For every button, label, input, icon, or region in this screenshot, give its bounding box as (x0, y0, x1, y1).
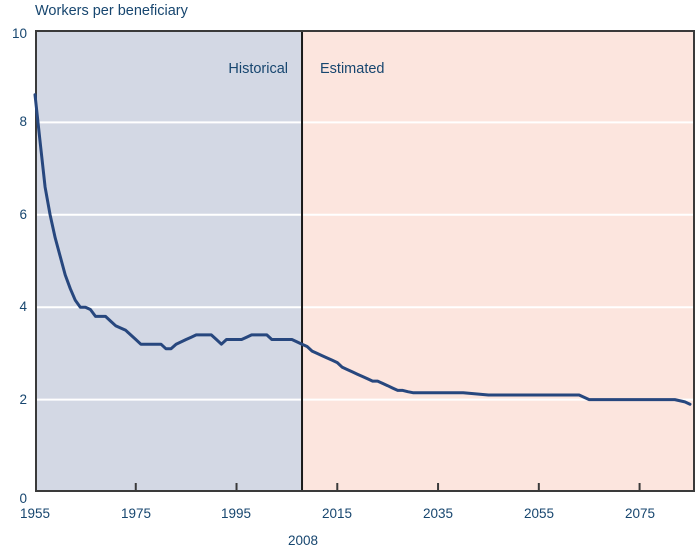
estimated-region (302, 30, 695, 492)
x-tick-label-2015: 2015 (321, 506, 353, 521)
historical-region (35, 30, 303, 492)
y-tick-label-4: 4 (19, 299, 27, 314)
x-tick-label-2075: 2075 (624, 506, 656, 521)
y-tick-label-2: 2 (19, 392, 27, 407)
y-tick-label-0: 0 (19, 491, 27, 506)
y-tick-label-8: 8 (19, 114, 27, 129)
y-tick-label-6: 6 (19, 207, 27, 222)
x-tick-label-1995: 1995 (220, 506, 252, 521)
historical-region-label: Historical (228, 61, 288, 77)
x-tick-label-1955: 1955 (19, 506, 51, 521)
x-tick-label-2035: 2035 (422, 506, 454, 521)
divider-year-label: 2008 (287, 533, 319, 548)
data-line (33, 93, 692, 406)
x-tick-label-2055: 2055 (523, 506, 555, 521)
chart-title: Workers per beneficiary (35, 3, 188, 19)
plot-border (35, 30, 695, 492)
estimated-region-label: Estimated (320, 61, 385, 77)
y-tick-label-10: 10 (11, 26, 27, 41)
x-tick-label-1975: 1975 (120, 506, 152, 521)
